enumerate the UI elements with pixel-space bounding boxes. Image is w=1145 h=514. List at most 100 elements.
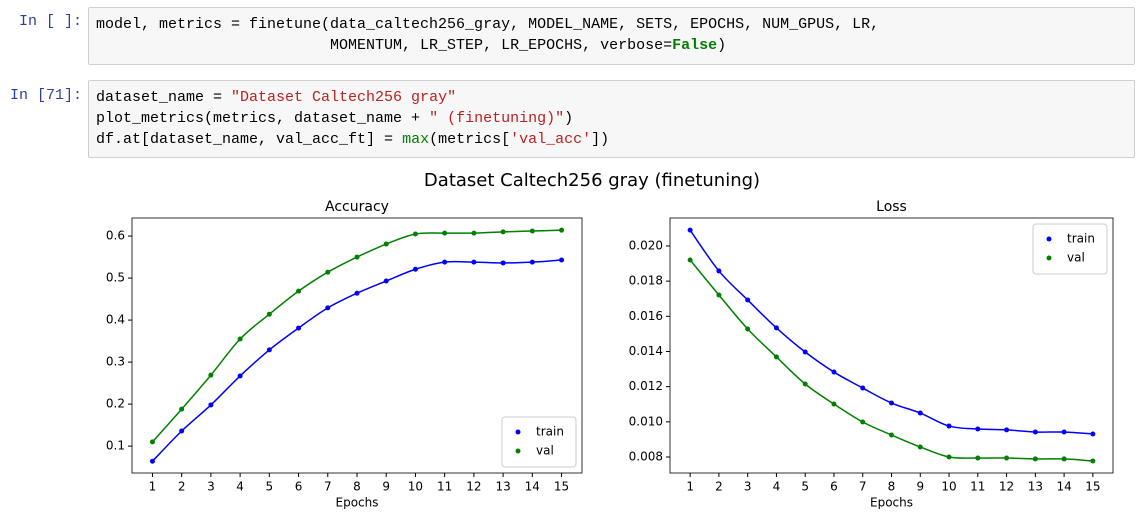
code-token: df.at[dataset_name, val_acc_ft] = — [96, 131, 403, 148]
code-string: "Dataset Caltech256 gray" — [231, 89, 457, 106]
x-tick-label: 9 — [916, 480, 924, 494]
code-keyword: False — [672, 37, 718, 54]
data-point — [1032, 429, 1038, 435]
x-tick-label: 2 — [715, 480, 723, 494]
data-point — [860, 419, 866, 425]
data-point — [716, 268, 722, 274]
x-tick-label: 5 — [266, 480, 274, 494]
code-line: df.at[dataset_name, val_acc_ft] = max(me… — [96, 129, 1127, 150]
y-tick-label: 0.012 — [629, 379, 663, 393]
code-line: model, metrics = finetune(data_caltech25… — [96, 14, 1127, 35]
data-point — [1061, 456, 1067, 462]
x-tick-label: 7 — [324, 480, 332, 494]
data-point — [471, 259, 477, 265]
data-point — [1090, 431, 1096, 437]
legend-label: train — [536, 425, 564, 439]
data-point — [773, 354, 779, 360]
y-tick-label: 0.018 — [629, 274, 663, 288]
data-point — [831, 401, 837, 407]
data-point — [1004, 427, 1010, 433]
y-tick-label: 0.020 — [629, 238, 663, 252]
x-tick-label: 13 — [495, 480, 510, 494]
data-point — [500, 229, 506, 235]
data-point — [296, 325, 302, 331]
code-token: ) — [564, 110, 574, 127]
y-tick-label: 0.008 — [629, 449, 663, 463]
data-point — [831, 369, 837, 375]
x-tick-label: 4 — [773, 480, 781, 494]
y-tick-label: 0.016 — [629, 309, 663, 323]
chart-title: Accuracy — [325, 199, 389, 215]
data-point — [325, 305, 331, 311]
y-tick-label: 0.014 — [629, 344, 663, 358]
legend-marker — [1046, 236, 1052, 242]
x-tick-label: 4 — [236, 480, 244, 494]
data-point — [745, 297, 751, 303]
data-point — [946, 423, 952, 429]
cell-prompt: In [71]: — [9, 87, 82, 104]
y-tick-label: 0.6 — [106, 229, 125, 243]
data-point — [745, 326, 751, 332]
x-tick-label: 12 — [466, 480, 481, 494]
x-tick-label: 15 — [1085, 480, 1100, 494]
y-tick-label: 0.3 — [106, 355, 125, 369]
data-point — [412, 266, 418, 272]
x-tick-label: 10 — [941, 480, 956, 494]
legend-marker — [515, 429, 521, 435]
x-tick-label: 8 — [353, 480, 361, 494]
data-point — [1061, 429, 1067, 435]
data-point — [1032, 456, 1038, 462]
x-tick-label: 6 — [830, 480, 838, 494]
x-tick-label: 14 — [1056, 480, 1071, 494]
data-point — [325, 269, 331, 275]
legend-box — [1032, 223, 1108, 275]
x-tick-label: 5 — [801, 480, 809, 494]
data-point — [383, 241, 389, 247]
data-point — [149, 439, 155, 445]
code-cell[interactable]: dataset_name = "Dataset Caltech256 gray"… — [88, 80, 1135, 158]
cell-prompt: In [ ]: — [18, 13, 82, 30]
legend-marker — [1046, 255, 1052, 261]
code-line: dataset_name = "Dataset Caltech256 gray" — [96, 87, 1127, 108]
x-axis-label: Epochs — [870, 496, 913, 510]
data-point — [354, 290, 360, 296]
data-point — [773, 325, 779, 331]
data-point — [1090, 458, 1096, 464]
data-point — [529, 228, 535, 234]
legend-box — [501, 416, 577, 468]
data-point — [179, 406, 185, 412]
code-token: model, metrics = finetune(data_caltech25… — [96, 16, 880, 33]
y-tick-label: 0.5 — [106, 271, 125, 285]
plot-frame — [669, 217, 1114, 474]
data-point — [266, 311, 272, 317]
data-point — [296, 288, 302, 294]
code-line: MOMENTUM, LR_STEP, LR_EPOCHS, verbose=Fa… — [96, 35, 1127, 56]
x-tick-label: 1 — [686, 480, 694, 494]
data-point — [500, 260, 506, 266]
code-cell[interactable]: model, metrics = finetune(data_caltech25… — [88, 7, 1135, 65]
data-point — [442, 259, 448, 265]
data-point — [716, 292, 722, 298]
x-tick-label: 15 — [554, 480, 569, 494]
x-tick-label: 1 — [149, 480, 157, 494]
data-point — [946, 454, 952, 460]
legend-label: val — [1067, 251, 1085, 265]
data-point — [687, 257, 693, 263]
legend-label: train — [1067, 232, 1095, 246]
code-token: dataset_name = — [96, 89, 232, 106]
data-point — [889, 432, 894, 438]
data-point — [383, 278, 389, 284]
code-string: 'val_acc' — [510, 131, 592, 148]
data-point — [559, 227, 565, 233]
data-point — [860, 385, 866, 391]
data-point — [559, 257, 565, 263]
series-line — [151, 229, 562, 443]
y-tick-label: 0.2 — [106, 397, 125, 411]
code-token: (metrics[ — [429, 131, 511, 148]
data-point — [266, 347, 272, 353]
data-point — [237, 373, 243, 379]
code-line: plot_metrics(metrics, dataset_name + " (… — [96, 108, 1127, 129]
code-token: ]) — [591, 131, 610, 148]
data-point — [412, 231, 418, 237]
